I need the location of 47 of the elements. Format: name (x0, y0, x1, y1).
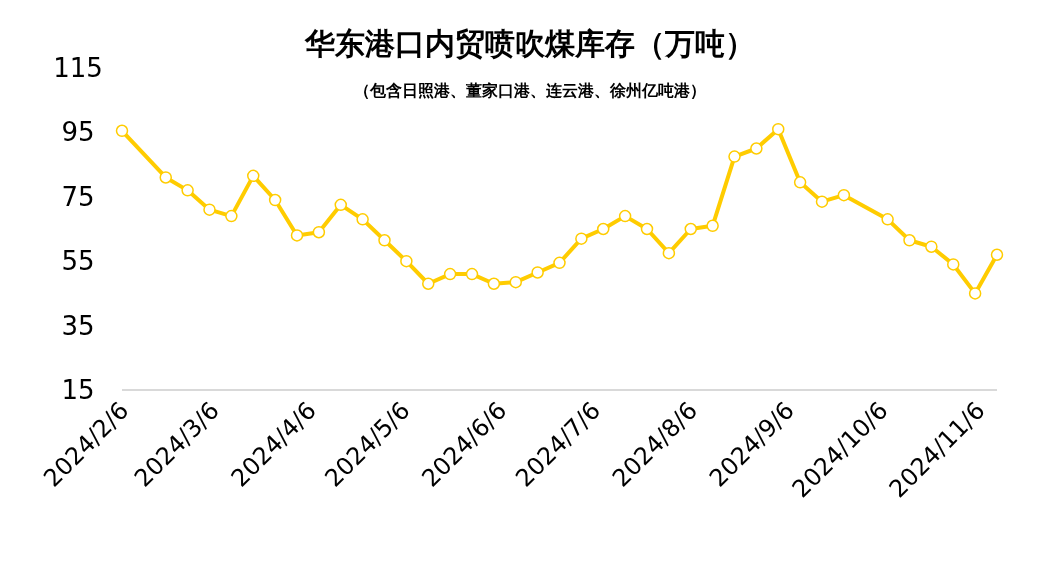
point (312, 225, 326, 239)
point (531, 266, 544, 279)
point (203, 203, 216, 216)
point (247, 169, 260, 183)
point (881, 213, 894, 226)
point (968, 287, 982, 300)
point (925, 240, 938, 253)
point (837, 188, 851, 202)
point (465, 267, 479, 281)
point (225, 209, 238, 223)
point (181, 184, 194, 197)
point (618, 209, 632, 223)
point (553, 256, 566, 270)
point (793, 176, 807, 189)
point (356, 213, 369, 226)
point (706, 219, 719, 233)
text: （包含日照港、董家口港、连云港、徐州亿吨港） (354, 81, 706, 100)
point (662, 246, 676, 260)
point (947, 258, 960, 271)
y-tick-label: 15 (61, 375, 95, 405)
y-tick-label: 115 (53, 53, 103, 83)
point (750, 142, 763, 155)
point (334, 198, 347, 212)
point (815, 195, 829, 208)
point (487, 277, 501, 290)
point (509, 275, 522, 289)
point (159, 171, 172, 184)
point (268, 193, 282, 207)
point (903, 234, 916, 247)
point (378, 234, 391, 247)
point (400, 254, 413, 268)
y-tick-label: 35 (61, 310, 95, 341)
point (640, 222, 654, 236)
point (684, 222, 697, 236)
point (772, 122, 785, 136)
point (597, 222, 610, 236)
point (422, 277, 435, 290)
point (290, 229, 304, 242)
point (728, 150, 741, 163)
point (115, 124, 129, 138)
point (443, 267, 457, 281)
y-tick-label: 55 (61, 246, 95, 277)
point (990, 248, 1004, 262)
y-tick-label: 75 (61, 181, 95, 212)
y-tick-label: 95 (61, 117, 95, 148)
chart-title: 华东港口内贸喷吹煤库存（万吨） (304, 26, 755, 61)
point (575, 232, 588, 245)
